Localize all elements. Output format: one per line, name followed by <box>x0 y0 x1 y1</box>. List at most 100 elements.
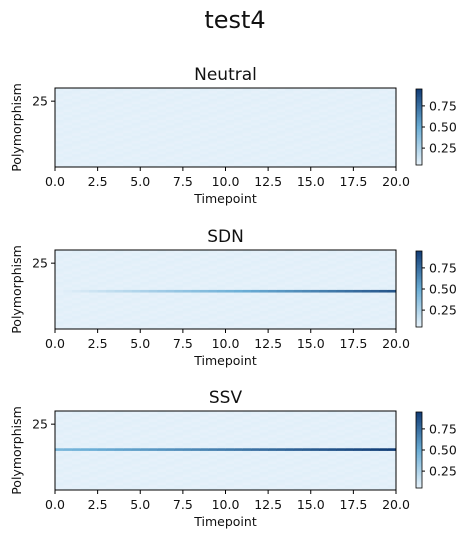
panel-neutral-cell <box>174 132 184 136</box>
panel-neutral-cell <box>182 109 192 113</box>
panel-ssv-colorbar-segment <box>416 418 422 420</box>
panel-neutral-cell <box>234 98 243 102</box>
panel-sdn-colorbar-segment <box>416 301 422 304</box>
panel-neutral-cell <box>353 143 363 147</box>
panel-sdn-cell <box>182 281 192 285</box>
panel-ssv-cell <box>285 463 295 467</box>
panel-ssv-cell <box>361 463 371 467</box>
panel-ssv-cell <box>55 484 64 488</box>
panel-ssv-cell <box>182 463 192 467</box>
panel-neutral-cell <box>387 124 397 128</box>
panel-sdn-cell <box>242 323 252 327</box>
panel-sdn-cell <box>182 294 192 298</box>
panel-sdn-cell <box>55 263 64 267</box>
panel-ssv-cell <box>114 468 124 472</box>
panel-ssv-cell <box>97 487 107 491</box>
panel-sdn-cell <box>63 297 73 301</box>
panel-sdn-cell <box>97 321 107 325</box>
panel-sdn-cell <box>80 257 90 261</box>
panel-ssv-cell <box>123 482 133 486</box>
panel-sdn-cell <box>157 257 167 261</box>
panel-sdn-cell <box>106 255 116 259</box>
panel-neutral-cell <box>225 103 235 107</box>
panel-sdn-cell <box>182 260 192 264</box>
panel-sdn-cell <box>378 310 388 314</box>
panel-neutral-cell <box>208 130 218 134</box>
panel-sdn-cell <box>131 318 141 322</box>
panel-ssv-cell <box>165 466 175 470</box>
panel-sdn-colorbar-segment <box>416 284 422 287</box>
panel-neutral-cell <box>140 161 150 165</box>
panel-ssv-cell <box>251 463 260 467</box>
panel-ssv-cell <box>182 453 192 457</box>
panel-neutral-cell <box>199 93 209 97</box>
panel-neutral-cell <box>370 122 380 126</box>
panel-ssv-cell <box>199 487 209 491</box>
panel-ssv-cell <box>387 432 397 436</box>
panel-ssv-cell <box>72 474 81 478</box>
panel-ssv-cell <box>327 442 337 446</box>
panel-neutral-cell <box>106 127 116 131</box>
panel-ssv-cell <box>199 439 209 443</box>
panel-sdn-cell <box>157 318 167 322</box>
panel-sdn-cell <box>174 284 184 288</box>
panel-neutral-cell <box>344 138 354 142</box>
panel-sdn-cell <box>319 252 329 256</box>
panel-ssv-cell <box>63 466 73 470</box>
panel-neutral-cell <box>225 145 235 149</box>
panel-ssv-cell <box>242 474 252 478</box>
panel-neutral-cell <box>165 127 175 131</box>
panel-sdn-cell <box>208 294 218 298</box>
panel-ssv-cell <box>319 429 329 433</box>
panel-sdn-cell <box>63 265 73 269</box>
panel-neutral-cell <box>319 103 329 107</box>
panel-neutral-cell <box>114 127 124 131</box>
panel-sdn-cell <box>293 271 303 275</box>
panel-neutral-cell <box>80 124 90 128</box>
panel-ssv-cell <box>310 458 320 462</box>
panel-ssv-cell <box>361 413 371 417</box>
panel-sdn-cell <box>285 307 295 311</box>
panel-sdn-cell <box>148 278 158 282</box>
panel-sdn-cell <box>174 271 184 275</box>
panel-sdn-cell <box>72 326 81 330</box>
panel-neutral-cell <box>285 93 295 97</box>
panel-ssv-cell <box>191 468 201 472</box>
panel-neutral-cell <box>234 145 243 149</box>
panel-neutral-cell <box>302 111 312 115</box>
panel-sdn-cell <box>259 286 269 290</box>
panel-sdn-cell <box>285 323 295 327</box>
panel-sdn-cell <box>140 300 150 304</box>
panel-neutral-cell <box>251 159 260 163</box>
panel-ssv-cell <box>319 434 329 438</box>
panel-sdn-cell <box>344 318 354 322</box>
panel-ssv-cell <box>353 439 363 443</box>
panel-sdn-cell <box>123 326 133 330</box>
panel-neutral-cell <box>387 122 397 126</box>
panel-sdn-cell <box>174 289 184 293</box>
panel-neutral-cell <box>378 161 388 165</box>
panel-neutral-cell <box>208 88 218 92</box>
panel-ssv-colorbar-segment <box>416 481 422 484</box>
panel-neutral-cell <box>302 132 312 136</box>
panel-ssv-cell <box>251 468 260 472</box>
panel-neutral-cell <box>327 88 337 92</box>
panel-sdn-cell <box>370 313 380 317</box>
panel-neutral-cell <box>387 148 397 152</box>
panel-ssv-colorbar-segment <box>416 456 422 458</box>
panel-neutral-cell <box>370 88 380 92</box>
panel-sdn-cell <box>89 263 99 267</box>
panel-sdn-cell <box>131 286 141 290</box>
panel-ssv-cell <box>285 418 295 422</box>
panel-sdn-cell <box>148 284 158 288</box>
panel-ssv-cell <box>327 487 337 491</box>
panel-neutral-cell <box>72 127 81 131</box>
panel-neutral-cell <box>242 159 252 163</box>
panel-ssv-cell <box>157 466 167 470</box>
panel-sdn-cell <box>123 271 133 275</box>
panel-neutral-colorbar-segment <box>416 142 422 145</box>
panel-sdn-cell <box>293 305 303 309</box>
panel-sdn-cell <box>208 323 218 327</box>
panel-ssv-cell <box>285 413 295 417</box>
panel-ssv-cell <box>63 429 73 433</box>
